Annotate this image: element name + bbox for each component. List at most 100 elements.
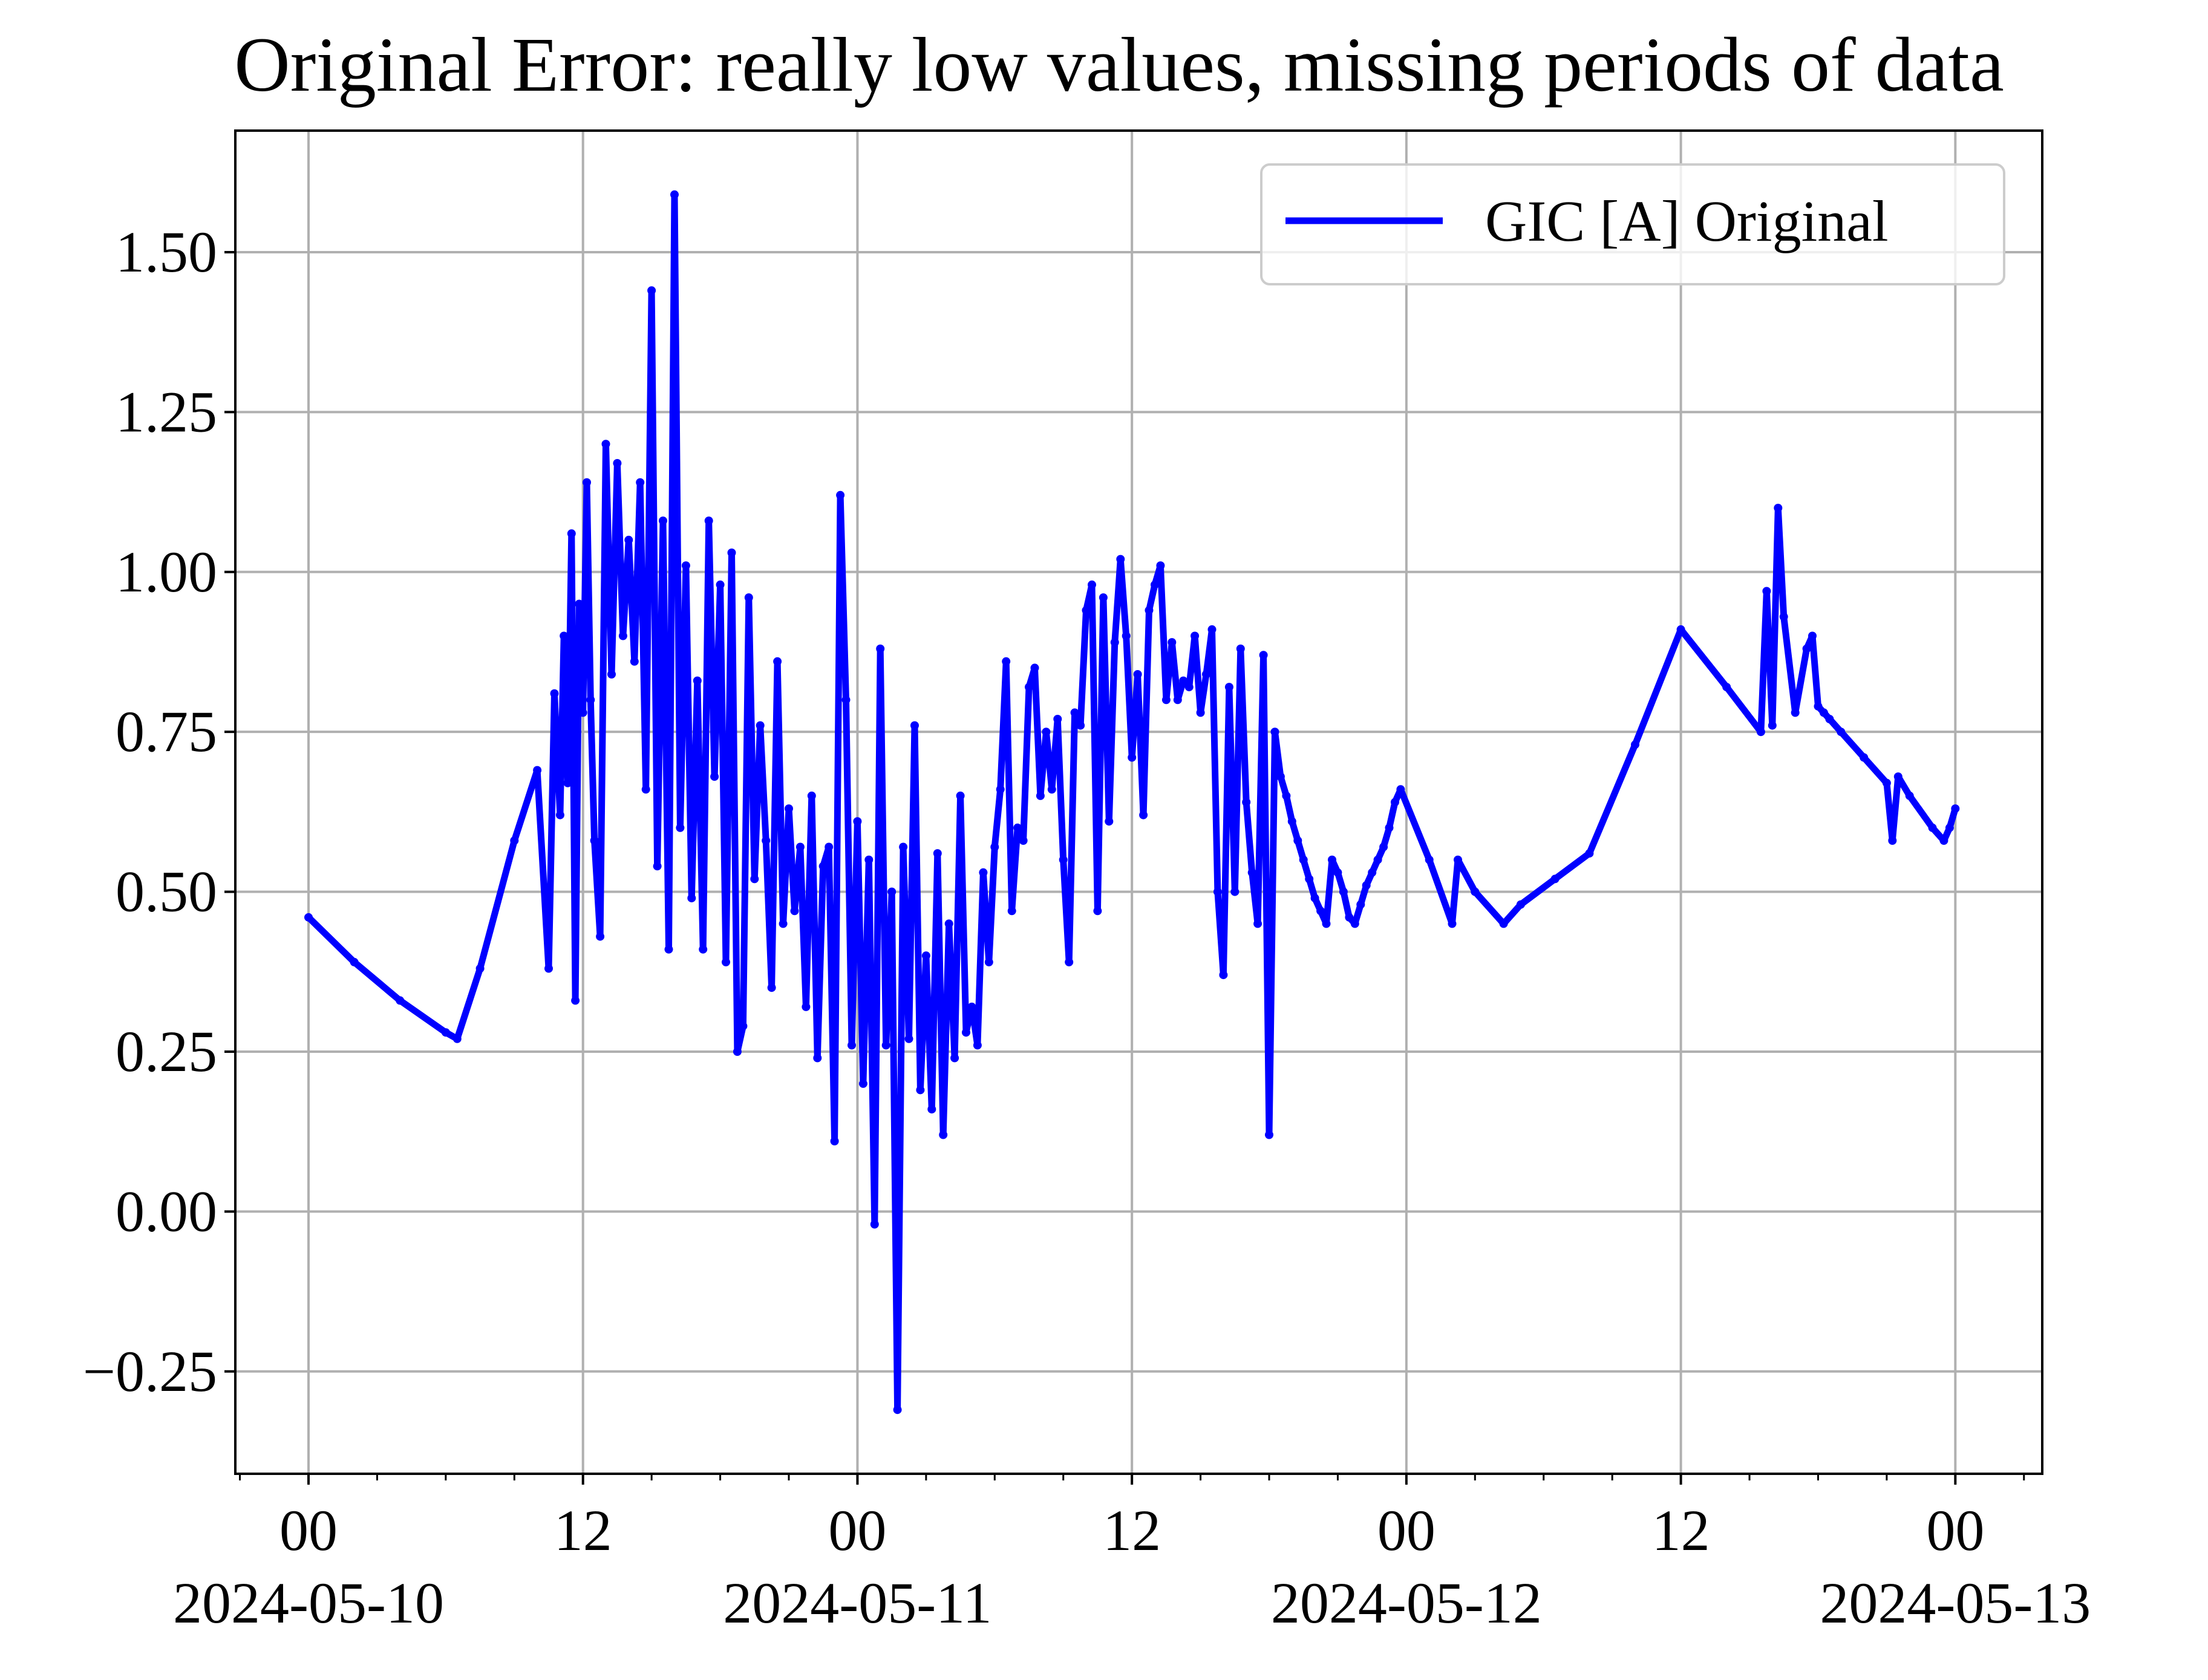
data-point: [1230, 887, 1240, 896]
data-point: [1088, 580, 1096, 589]
data-point: [681, 561, 690, 570]
data-point: [1425, 855, 1434, 864]
data-point: [1093, 907, 1102, 916]
data-point: [1676, 625, 1685, 634]
data-point: [1122, 631, 1131, 640]
chart-title: Original Error: really low values, missi…: [234, 22, 2004, 108]
data-point: [904, 1034, 913, 1043]
x-tick-label: 12: [1652, 1498, 1710, 1563]
data-point: [1076, 721, 1085, 730]
y-tick-label: −0.25: [83, 1339, 217, 1404]
data-point: [762, 836, 771, 845]
data-point: [893, 1405, 902, 1415]
data-point: [1202, 670, 1210, 679]
data-point: [870, 1220, 879, 1229]
data-point: [1184, 683, 1194, 692]
data-point: [887, 887, 897, 896]
data-point: [1013, 823, 1022, 832]
data-point: [1333, 868, 1342, 877]
data-point: [773, 657, 782, 666]
data-point: [1762, 587, 1771, 596]
y-tick-label: 1.25: [116, 379, 217, 444]
data-point: [1860, 753, 1869, 762]
data-point: [1236, 644, 1245, 653]
x-tick-label: 12: [1103, 1498, 1161, 1563]
data-point: [933, 849, 942, 858]
data-point: [607, 670, 616, 679]
data-point: [659, 516, 667, 526]
data-point: [825, 842, 834, 851]
data-point: [1322, 919, 1331, 928]
data-point: [1945, 823, 1954, 832]
data-point: [1042, 728, 1051, 737]
x-tick-date-label: 2024-05-10: [173, 1571, 444, 1635]
data-point: [1316, 907, 1325, 916]
y-tick-label: 1.00: [116, 539, 217, 604]
data-point: [899, 842, 908, 851]
data-point: [1019, 836, 1028, 845]
data-point: [550, 689, 559, 698]
data-point: [756, 721, 765, 730]
data-point: [578, 708, 587, 717]
data-point: [1156, 561, 1165, 570]
data-point: [950, 1053, 959, 1063]
data-point: [1756, 728, 1765, 737]
data-point: [962, 1028, 970, 1037]
data-point: [818, 862, 828, 871]
data-point: [1173, 695, 1182, 705]
data-point: [853, 817, 862, 826]
data-point: [1819, 708, 1828, 717]
data-point: [1030, 663, 1039, 672]
data-point: [1053, 715, 1062, 723]
data-point: [1133, 670, 1142, 679]
data-point: [727, 549, 736, 557]
data-point: [647, 286, 656, 295]
data-point: [830, 1137, 839, 1145]
data-point: [858, 1079, 867, 1088]
data-point: [979, 868, 988, 877]
data-point: [722, 957, 730, 966]
y-axis: −0.25 0.00 0.25 0.50 0.75 1.00 1.25 1.50: [83, 220, 235, 1404]
data-point: [921, 951, 930, 960]
data-point: [710, 772, 719, 781]
data-point: [1825, 715, 1834, 723]
data-point: [1310, 894, 1319, 903]
data-point: [916, 1086, 925, 1095]
data-point: [1282, 791, 1291, 800]
x-tick-label: 12: [554, 1498, 612, 1563]
data-point: [1196, 708, 1205, 717]
data-point: [1007, 907, 1016, 916]
data-point: [716, 580, 725, 589]
data-point: [586, 695, 595, 705]
data-point: [533, 766, 542, 775]
legend: GIC [A] Original: [1260, 163, 2005, 285]
data-point: [881, 1041, 890, 1050]
data-point: [1305, 874, 1314, 884]
data-point: [1774, 504, 1783, 512]
data-point: [1893, 772, 1903, 781]
data-point: [1779, 612, 1788, 621]
data-point: [1253, 919, 1262, 928]
x-tick-label: 00: [1926, 1498, 1984, 1563]
data-point: [350, 957, 359, 966]
grid-layer: [235, 131, 2042, 1474]
data-point: [1116, 555, 1125, 564]
data-point: [693, 676, 702, 685]
data-point: [956, 791, 965, 800]
data-point: [575, 599, 584, 608]
data-point: [779, 919, 788, 928]
data-point: [1161, 695, 1171, 705]
data-point: [676, 823, 685, 832]
legend-box: [1260, 163, 2005, 285]
data-point: [1814, 702, 1823, 711]
data-point: [944, 919, 953, 928]
data-point: [967, 1002, 976, 1011]
data-point: [704, 516, 713, 526]
x-tick-label: 00: [279, 1498, 338, 1563]
x-tick-date-label: 2024-05-11: [723, 1571, 991, 1635]
data-point: [1837, 728, 1846, 737]
data-point: [641, 785, 650, 794]
data-point: [1128, 753, 1137, 762]
data-point: [1265, 1130, 1273, 1139]
data-point: [624, 535, 633, 544]
